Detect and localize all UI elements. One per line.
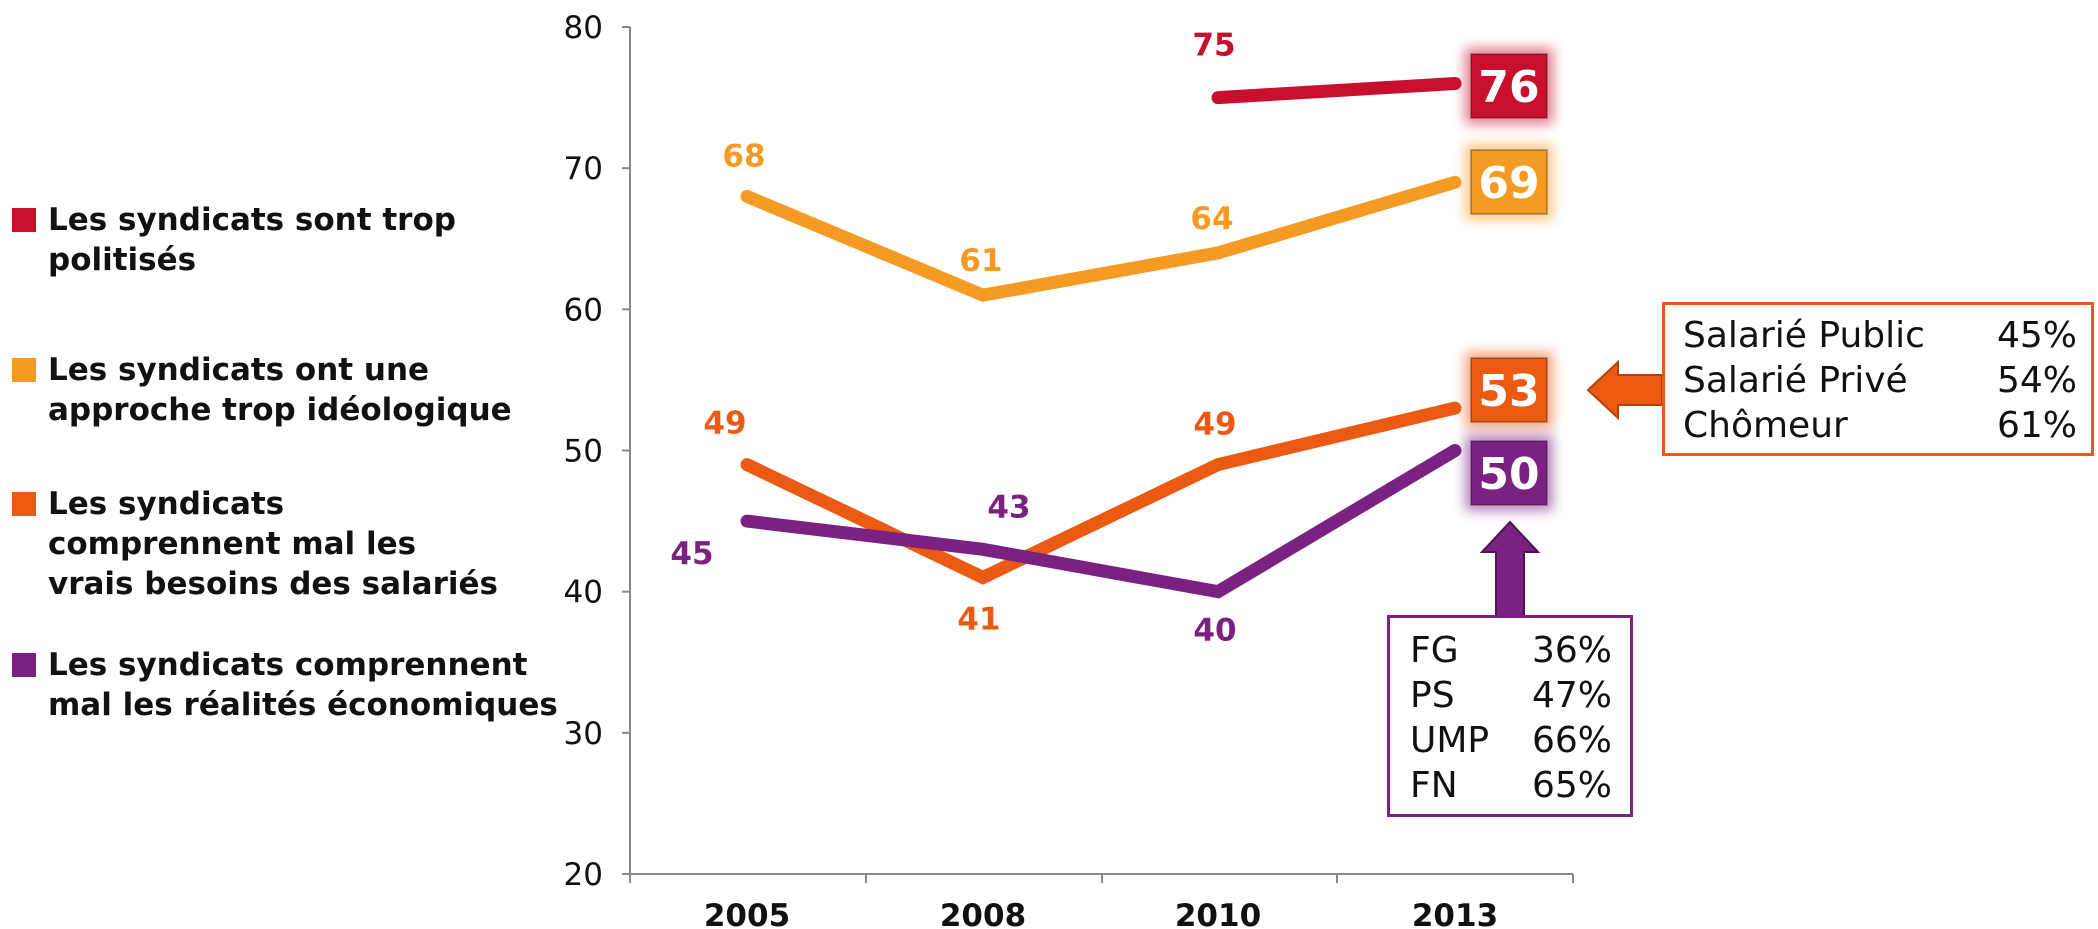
callout-row-label: FN <box>1410 765 1458 806</box>
data-label-besoins: 41 <box>957 602 1000 638</box>
callout-row: FG 36% <box>1410 628 1612 673</box>
y-tick-label: 30 <box>564 716 603 752</box>
series-line-ideologique <box>740 175 1462 302</box>
legend-label: Les syndicats ont une approche trop idéo… <box>48 352 512 428</box>
data-label-realites: 45 <box>670 536 713 572</box>
end-value-box-ideologique: 69 <box>1465 144 1553 220</box>
data-label-besoins: 49 <box>703 406 746 442</box>
legend-swatch <box>12 492 36 516</box>
callout-row-value: 65% <box>1531 765 1612 806</box>
legend-swatch <box>12 208 36 232</box>
legend-item-ideologique: Les syndicats ont une approche trop idéo… <box>10 350 512 430</box>
callout-row-label: Chômeur <box>1683 405 1848 446</box>
callout-row: Chômeur 61% <box>1683 403 2077 448</box>
legend-label: Les syndicats sont trop politisés <box>48 202 456 278</box>
x-tick-label: 2005 <box>704 898 790 929</box>
arrow-up-icon <box>1479 520 1541 618</box>
callout-arrows <box>1479 359 1663 618</box>
data-label-realites: 40 <box>1193 613 1236 649</box>
callout-row: Salarié Public 45% <box>1683 313 2077 358</box>
callout-row: Salarié Privé 54% <box>1683 358 2077 403</box>
callout-row-value: 66% <box>1531 720 1612 761</box>
data-label-ideologique: 68 <box>722 138 765 174</box>
chart-data-labels: 75 68 61 64 49 41 49 45 43 40 <box>669 27 1237 650</box>
end-value-box-politises: 76 <box>1465 48 1553 124</box>
callout-row: FN 65% <box>1410 763 1612 808</box>
series-line-realites <box>740 444 1462 599</box>
data-label-ideologique: 61 <box>959 243 1002 279</box>
chart-end-value-boxes: 76 69 53 50 <box>1465 48 1553 511</box>
data-label-politises: 75 <box>1192 28 1235 64</box>
callout-party-affiliation: FG 36% PS 47% UMP 66% FN 65% <box>1387 615 1633 817</box>
callout-row-label: FG <box>1410 630 1459 671</box>
chart-axes: 20 30 40 50 60 70 80 2005 2008 2010 2013 <box>564 10 1574 929</box>
y-tick-label: 20 <box>564 857 603 893</box>
series-line-politises <box>1211 77 1462 105</box>
end-value-text-besoins: 53 <box>1478 366 1539 417</box>
legend-item-politises: Les syndicats sont trop politisés <box>10 200 456 280</box>
legend-swatch <box>12 358 36 382</box>
legend-label: Les syndicats comprennent mal les réalit… <box>48 647 558 723</box>
x-tick-label: 2008 <box>940 898 1026 929</box>
x-tick-label: 2013 <box>1412 898 1498 929</box>
y-tick-label: 60 <box>564 292 603 328</box>
callout-row: PS 47% <box>1410 673 1612 718</box>
y-tick-label: 80 <box>564 10 603 46</box>
callout-row-label: Salarié Public <box>1683 315 1925 356</box>
legend-item-besoins: Les syndicats comprennent mal les vrais … <box>10 484 498 604</box>
callout-employment-status: Salarié Public 45% Salarié Privé 54% Chômeur… <box>1662 302 2094 456</box>
chart-lines <box>740 77 1462 599</box>
data-label-besoins: 49 <box>1193 407 1236 443</box>
callout-row-label: PS <box>1410 675 1455 716</box>
arrow-left-icon <box>1586 359 1663 421</box>
series-line-besoins <box>740 401 1462 585</box>
legend-label: Les syndicats comprennent mal les vrais … <box>48 486 498 602</box>
y-tick-label: 70 <box>564 151 603 187</box>
callout-row: UMP 66% <box>1410 718 1612 763</box>
end-value-box-besoins: 53 <box>1465 352 1553 428</box>
data-label-ideologique: 64 <box>1190 201 1233 237</box>
end-value-text-politises: 76 <box>1478 62 1539 113</box>
callout-row-value: 45% <box>1996 315 2077 356</box>
legend-swatch <box>12 653 36 677</box>
callout-row-value: 61% <box>1996 405 2077 446</box>
x-tick-label: 2010 <box>1175 898 1261 929</box>
legend-item-realites: Les syndicats comprennent mal les réalit… <box>10 645 558 725</box>
end-value-box-realites: 50 <box>1465 435 1553 511</box>
callout-row-label: Salarié Privé <box>1683 360 1908 401</box>
y-tick-label: 50 <box>564 434 603 470</box>
callout-row-value: 54% <box>1996 360 2077 401</box>
callout-row-value: 36% <box>1531 630 1612 671</box>
end-value-text-realites: 50 <box>1478 449 1539 500</box>
end-value-text-ideologique: 69 <box>1478 158 1539 209</box>
callout-row-value: 47% <box>1531 675 1612 716</box>
y-tick-label: 40 <box>564 575 603 611</box>
data-label-realites: 43 <box>987 489 1030 525</box>
callout-row-label: UMP <box>1410 720 1490 761</box>
